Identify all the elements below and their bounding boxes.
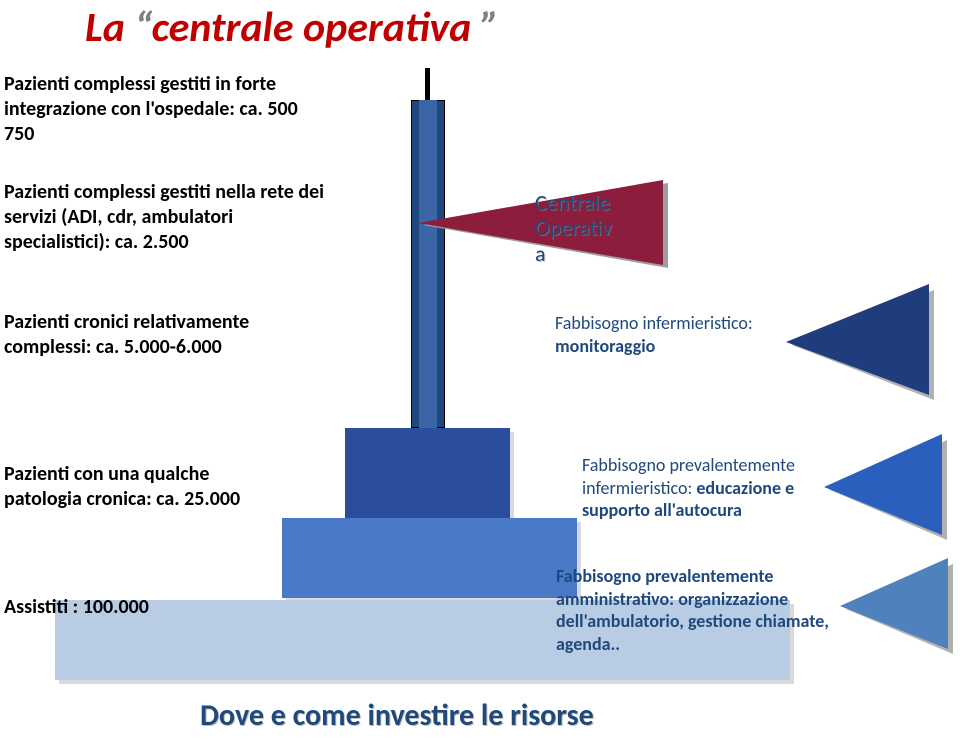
centrale-label: Centrale Operativ a — [535, 190, 612, 266]
r1a: Fabbisogno infermieristico: — [555, 312, 753, 334]
centrale-line2: Operativ — [535, 214, 612, 241]
right-block-1: Fabbisogno infermieristico: monitoraggio — [555, 312, 815, 357]
left-block-5: Assistiti : 100.000 — [4, 595, 264, 620]
page-title: La “centrale operativa ” — [85, 2, 499, 53]
title-red: centrale operativa — [152, 2, 481, 53]
r1b: monitoraggio — [555, 335, 655, 357]
platform-1 — [345, 428, 510, 518]
centrale-line3: a — [535, 240, 546, 267]
platform-2 — [282, 518, 577, 598]
title-quote-close: ” — [481, 2, 499, 53]
title-quote-open: “ — [134, 2, 151, 53]
bottom-title: Dove e come investire le risorse — [200, 697, 594, 734]
triangle-3 — [838, 556, 958, 661]
right-block-2: Fabbisogno prevalentemente infermieristi… — [582, 454, 842, 522]
left-block-2: Pazienti complessi gestiti nella rete de… — [4, 180, 334, 255]
centrale-line1: Centrale — [535, 189, 610, 216]
left-block-4: Pazienti con una qualche patologia croni… — [4, 462, 264, 512]
left-block-1: Pazienti complessi gestiti in forte inte… — [4, 72, 324, 147]
right-block-3: Fabbisogno prevalentemente amministrativ… — [556, 565, 856, 655]
title-text: La — [85, 2, 134, 53]
left-block-3: Pazienti cronici relativamente complessi… — [4, 310, 304, 360]
